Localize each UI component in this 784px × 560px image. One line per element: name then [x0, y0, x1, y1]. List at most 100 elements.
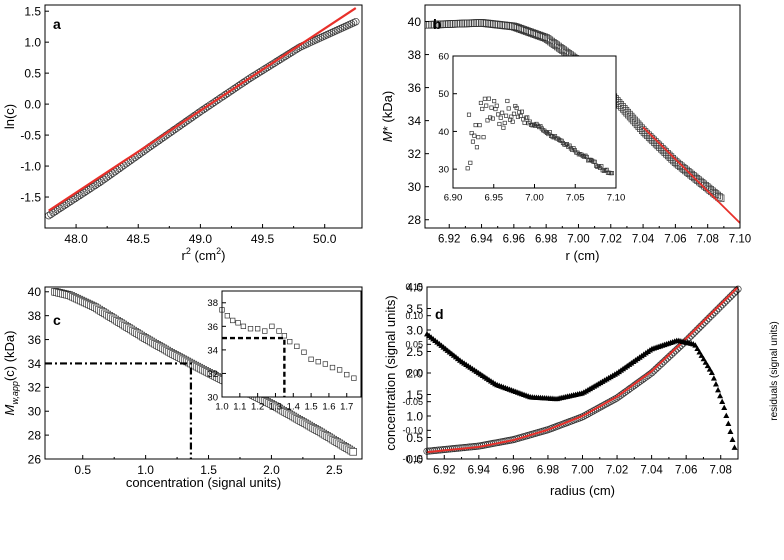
data-point	[281, 333, 288, 339]
data-point	[246, 74, 254, 83]
y-tick-label: -0.05	[402, 397, 423, 407]
x-tick-label: 6.98	[535, 234, 557, 246]
data-point	[590, 158, 595, 163]
y-axis-label: concentration (signal units)	[383, 295, 398, 450]
x-tick-label: 2.5	[326, 463, 343, 477]
data-point	[86, 184, 95, 192]
data-point	[276, 328, 282, 334]
x-tick-label: 6.96	[503, 234, 525, 246]
data-point	[478, 100, 483, 105]
data-point	[80, 188, 88, 197]
x-tick-label: 6.98	[537, 465, 559, 477]
data-point	[71, 194, 79, 203]
data-point	[545, 130, 550, 135]
x-tick-label: 1.6	[322, 402, 335, 413]
data-point	[559, 138, 564, 143]
y-tick-label: 1.0	[406, 409, 423, 423]
data-point	[287, 338, 293, 345]
y-tick-label: 30	[408, 180, 422, 194]
x-tick-label: 48.0	[64, 232, 88, 246]
x-tick-label: 1.5	[304, 402, 317, 413]
residual-point	[698, 352, 705, 358]
y-axis-label-part: (c) (kDa)	[2, 331, 17, 382]
data-point	[78, 190, 86, 198]
residual-point	[729, 436, 736, 442]
data-point	[502, 120, 507, 125]
x-tick-label: 49.5	[251, 232, 275, 246]
data-point	[93, 180, 102, 188]
data-point	[582, 154, 587, 159]
residual-point	[696, 349, 703, 355]
inset-guide-line	[222, 336, 286, 397]
residual-point	[721, 404, 728, 410]
data-point	[519, 109, 524, 114]
y-tick-label: 0.10	[405, 311, 423, 321]
data-point	[465, 166, 470, 171]
panel-label: a	[53, 16, 61, 32]
data-point	[498, 115, 503, 120]
data-point	[600, 168, 605, 173]
data-point	[481, 135, 486, 140]
x-tick-label: 7.02	[606, 465, 628, 477]
y-tick-label: 38	[207, 298, 218, 309]
data-point	[571, 146, 576, 151]
y-tick-label: 3.5	[406, 302, 423, 316]
data-point	[476, 135, 481, 140]
x-axis-label: radius (cm)	[550, 483, 615, 498]
data-point	[248, 73, 256, 81]
data-point	[556, 137, 562, 142]
data-point	[500, 110, 505, 115]
data-point	[552, 134, 558, 139]
data-point	[329, 364, 336, 371]
panel-label: d	[435, 306, 444, 322]
panel-a: 48.0 48.5 49.0 49.5 50.0 -1.5 -1.0 -0.5 0.0 0.5 1.…	[2, 4, 363, 263]
data-point	[254, 326, 261, 332]
data-point	[522, 120, 527, 125]
data-point	[473, 123, 478, 128]
data-point	[492, 99, 497, 104]
x-tick-label: 1.5	[200, 463, 217, 477]
y-tick-label: 38	[408, 48, 422, 62]
y-tick-label: 0.0	[24, 97, 41, 111]
x-tick-label: 7.02	[600, 234, 622, 246]
data-point	[47, 210, 55, 218]
data-point	[91, 181, 99, 190]
y-tick-label: 40	[408, 15, 422, 29]
data-point	[322, 361, 329, 367]
y-tick-label: 34	[28, 357, 42, 371]
x-axis-label: r (cm)	[566, 248, 600, 263]
data-point	[49, 208, 57, 217]
data-point	[466, 112, 472, 117]
residual-point	[731, 444, 738, 450]
data-point	[488, 115, 493, 120]
y-tick-label: 0.5	[406, 431, 423, 445]
residual-point	[710, 375, 717, 381]
x-tick-label: 7.08	[696, 234, 718, 246]
y-tick-label: -1.0	[20, 159, 41, 173]
x-tick-label: 7.05	[566, 193, 585, 204]
x-axis-label: concentration (signal units)	[126, 475, 281, 490]
data-point	[315, 359, 321, 365]
x-tick-label: 6.90	[444, 193, 463, 204]
data-point	[572, 148, 577, 153]
data-point	[352, 17, 360, 26]
x-tick-label: 50.0	[313, 232, 337, 246]
data-point	[567, 143, 572, 148]
x-tick-label: 6.94	[468, 465, 491, 477]
data-point	[496, 112, 501, 117]
y-tick-label: 40	[438, 127, 449, 138]
data-point	[550, 134, 555, 139]
data-point	[603, 168, 608, 173]
data-point	[294, 343, 300, 350]
residual-point	[712, 381, 719, 387]
data-point	[84, 185, 93, 194]
x-tick-label: 1.0	[215, 402, 228, 413]
data-point	[580, 154, 585, 159]
data-point	[474, 145, 479, 150]
data-point	[301, 349, 307, 355]
residual-point	[702, 359, 709, 365]
y-tick-label: 1.5	[406, 388, 423, 402]
y-tick-label: 0.5	[24, 66, 41, 80]
y-tick-label: 30	[207, 392, 218, 403]
data-point	[261, 64, 269, 73]
